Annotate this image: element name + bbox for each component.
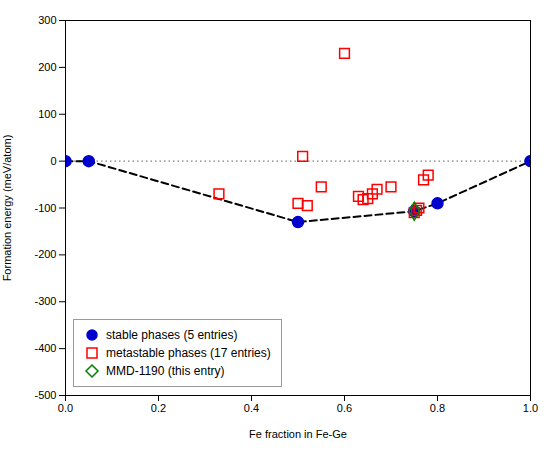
svg-text:0.0: 0.0 (58, 402, 73, 414)
svg-text:-500: -500 (34, 389, 56, 401)
svg-text:100: 100 (38, 108, 56, 120)
svg-text:-200: -200 (34, 248, 56, 260)
svg-text:Fe fraction in Fe-Ge: Fe fraction in Fe-Ge (249, 428, 347, 440)
svg-text:-300: -300 (34, 295, 56, 307)
svg-text:300: 300 (38, 14, 56, 26)
html-text:stable phases (5 entries): stable phases (5 entries) (106, 328, 238, 342)
svg-text:-400: -400 (34, 342, 56, 354)
html-text:metastable phases (17 entries): metastable phases (17 entries) (106, 346, 271, 360)
svg-text:0.6: 0.6 (337, 402, 352, 414)
svg-text:0.2: 0.2 (151, 402, 166, 414)
svg-text:1.0: 1.0 (523, 402, 538, 414)
svg-text:-100: -100 (34, 202, 56, 214)
svg-text:Formation energy (meV/atom): Formation energy (meV/atom) (1, 135, 13, 282)
html-text:MMD-1190 (this entry): MMD-1190 (this entry) (106, 364, 225, 378)
svg-text:0: 0 (50, 155, 56, 167)
svg-text:200: 200 (38, 61, 56, 73)
svg-text:0.8: 0.8 (430, 402, 445, 414)
svg-text:0.4: 0.4 (244, 402, 259, 414)
